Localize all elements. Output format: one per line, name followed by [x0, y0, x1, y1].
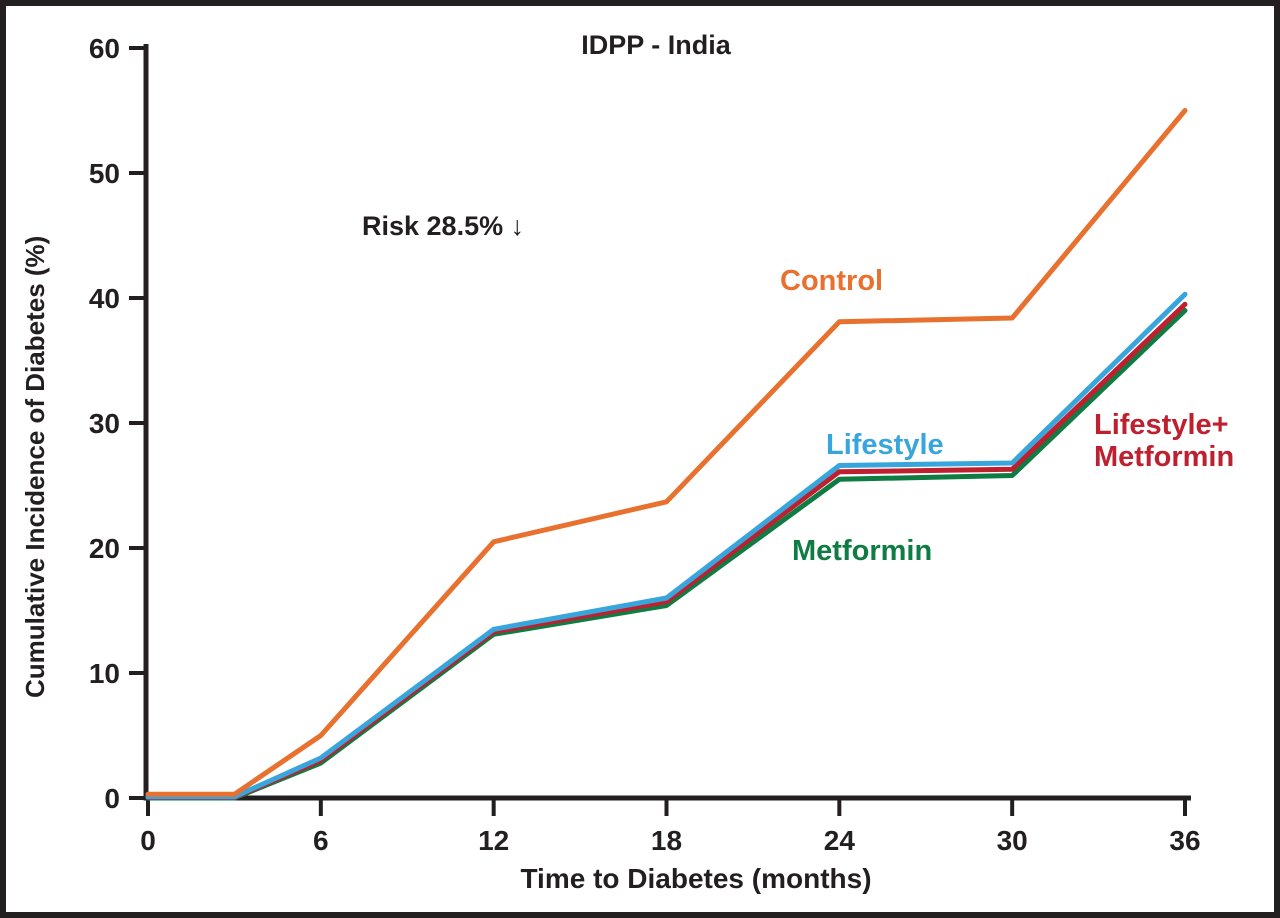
series-line-control [145, 108, 1188, 797]
x-tick-label: 12 [478, 825, 509, 856]
x-tick-label: 30 [997, 825, 1028, 856]
series-line-lifestyle [145, 291, 1188, 800]
y-tick-label: 40 [89, 283, 120, 314]
y-tick-label: 10 [89, 658, 120, 689]
chart-title: IDPP - India [581, 30, 731, 60]
chart-canvas: 0 10 20 30 40 50 60 0 6 12 18 24 30 36 [89, 33, 1201, 856]
y-tick-label: 20 [89, 533, 120, 564]
series-line-metformin [145, 308, 1188, 801]
series-label-lifestyle: Lifestyle [826, 429, 944, 461]
x-tick-label: 6 [313, 825, 329, 856]
y-axis-title: Cumulative Incidence of Diabetes (%) [20, 235, 50, 698]
y-tick-label: 50 [89, 158, 120, 189]
x-tick-label: 36 [1169, 825, 1200, 856]
series-label-metformin: Metformin [792, 535, 933, 567]
series-label-lifestyle-metformin: Lifestyle+ Metformin [1094, 409, 1235, 473]
series-line-lifestyle-metformin [145, 301, 1188, 800]
risk-reduction-annotation: Risk 28.5% ↓ [362, 211, 525, 241]
series-label-control: Control [780, 265, 884, 297]
x-axis-title: Time to Diabetes (months) [520, 863, 872, 894]
x-tick-label: 0 [140, 825, 156, 856]
y-tick-label: 0 [104, 783, 120, 814]
x-tick-label: 24 [824, 825, 856, 856]
x-tick-label: 18 [651, 825, 682, 856]
y-tick-label: 60 [89, 33, 120, 64]
y-tick-label: 30 [89, 408, 120, 439]
